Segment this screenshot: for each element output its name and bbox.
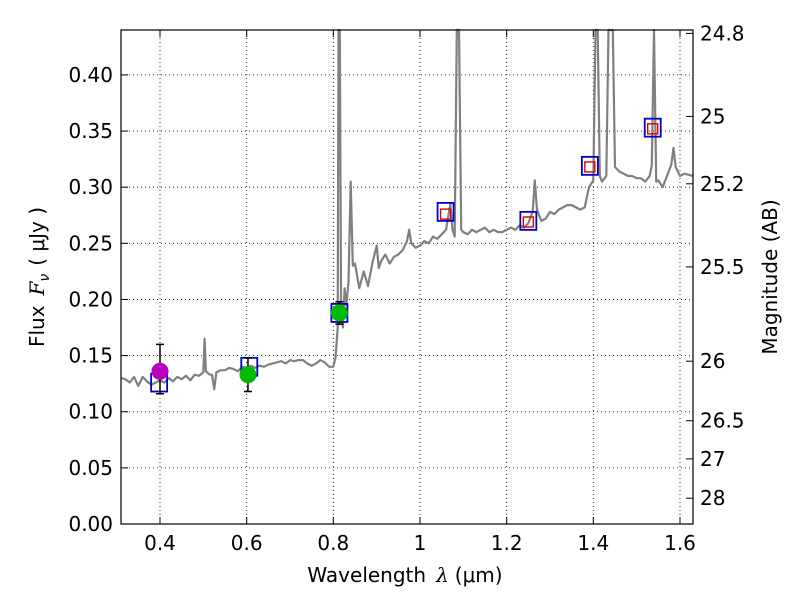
y-tick-label: 0.00 xyxy=(68,512,113,536)
x-tick-label: 1.2 xyxy=(491,531,523,555)
y-tick-label: 0.35 xyxy=(68,119,113,143)
x-tick-label: 0.6 xyxy=(231,531,263,555)
model-marker xyxy=(519,210,538,231)
observed-point xyxy=(239,366,257,384)
x-tick-label: 0.8 xyxy=(317,531,349,555)
y-tick-label: 0.30 xyxy=(68,175,113,199)
y2-axis-label: Magnitude (AB) xyxy=(758,199,782,354)
model-marker xyxy=(643,117,662,138)
observed-photometry-markers xyxy=(151,300,348,395)
y-tick-label: 0.40 xyxy=(68,63,113,87)
axis-ticks xyxy=(121,30,693,525)
upper-limit-marker xyxy=(584,161,596,173)
model-marker xyxy=(580,155,599,176)
magnitude-tick-labels: 24.8 25 25.2 25.5 26 26.5 27 28 xyxy=(700,21,745,510)
magnitude-tick-label: 25.2 xyxy=(700,172,745,196)
y-tick-label: 0.25 xyxy=(68,231,113,255)
upper-limit-markers xyxy=(439,123,659,228)
magnitude-tick-label: 25 xyxy=(700,104,725,128)
x-tick-label: 1 xyxy=(414,531,427,555)
observed-point xyxy=(330,304,348,322)
magnitude-tick-label: 26.5 xyxy=(700,409,745,433)
magnitude-tick-label: 26 xyxy=(700,349,725,373)
x-tick-labels: 0.4 0.6 0.8 1 1.2 1.4 1.6 xyxy=(144,531,696,555)
upper-limit-marker xyxy=(647,123,659,135)
y-axis-label: FluxFν( μJy ) xyxy=(25,207,53,347)
observed-point xyxy=(151,362,169,380)
y-tick-label: 0.15 xyxy=(68,344,113,368)
upper-limit-marker xyxy=(522,216,535,228)
model-photometry-markers xyxy=(150,117,662,393)
magnitude-tick-label: 28 xyxy=(700,486,725,510)
x-tick-label: 1.4 xyxy=(577,531,609,555)
y-tick-label: 0.05 xyxy=(68,456,113,480)
y-tick-label: 0.20 xyxy=(68,287,113,311)
magnitude-tick-label: 27 xyxy=(700,447,725,471)
y-tick-label: 0.10 xyxy=(68,400,113,424)
x-axis-label: Wavelength λ (μm) xyxy=(307,563,502,587)
model-marker xyxy=(436,201,455,222)
y-tick-labels: 0.00 0.05 0.10 0.15 0.20 0.25 0.30 0.35 0.40 xyxy=(68,63,113,536)
magnitude-tick-label: 24.8 xyxy=(700,21,745,45)
plot-frame xyxy=(120,29,694,525)
upper-limit-marker xyxy=(439,208,452,220)
magnitude-tick-label: 25.5 xyxy=(700,255,745,279)
x-tick-label: 1.6 xyxy=(664,531,696,555)
model-sed-line xyxy=(120,28,694,391)
x-tick-label: 0.4 xyxy=(144,531,176,555)
